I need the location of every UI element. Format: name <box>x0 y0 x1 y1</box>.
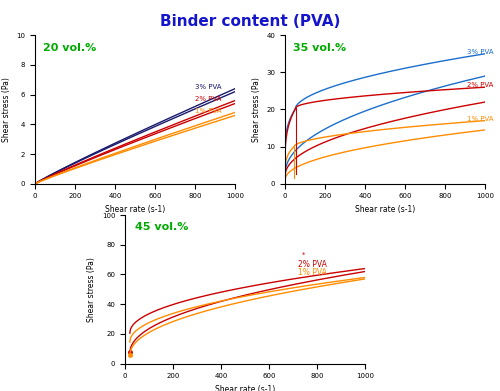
Text: 1% PVA: 1% PVA <box>298 269 326 278</box>
Text: Binder content (PVA): Binder content (PVA) <box>160 14 340 29</box>
Text: *: * <box>302 252 305 258</box>
Text: 3% PVA: 3% PVA <box>195 84 222 90</box>
Text: 2% PVA: 2% PVA <box>298 260 326 269</box>
Text: 3% PVA: 3% PVA <box>467 49 493 55</box>
Text: 1% PVA: 1% PVA <box>195 108 222 114</box>
Y-axis label: Shear stress (Pa): Shear stress (Pa) <box>252 77 260 142</box>
Y-axis label: Shear stress (Pa): Shear stress (Pa) <box>2 77 11 142</box>
X-axis label: Shear rate (s-1): Shear rate (s-1) <box>215 385 275 391</box>
X-axis label: Shear rate (s-1): Shear rate (s-1) <box>105 205 165 214</box>
Text: 1% PVA: 1% PVA <box>467 116 493 122</box>
Text: 45 vol.%: 45 vol.% <box>134 222 188 233</box>
X-axis label: Shear rate (s-1): Shear rate (s-1) <box>355 205 415 214</box>
Y-axis label: Shear stress (Pa): Shear stress (Pa) <box>87 257 96 322</box>
Text: 2% PVA: 2% PVA <box>467 83 493 88</box>
Text: 20 vol.%: 20 vol.% <box>43 43 96 53</box>
Text: 2% PVA: 2% PVA <box>195 96 222 102</box>
Text: 35 vol.%: 35 vol.% <box>293 43 346 53</box>
